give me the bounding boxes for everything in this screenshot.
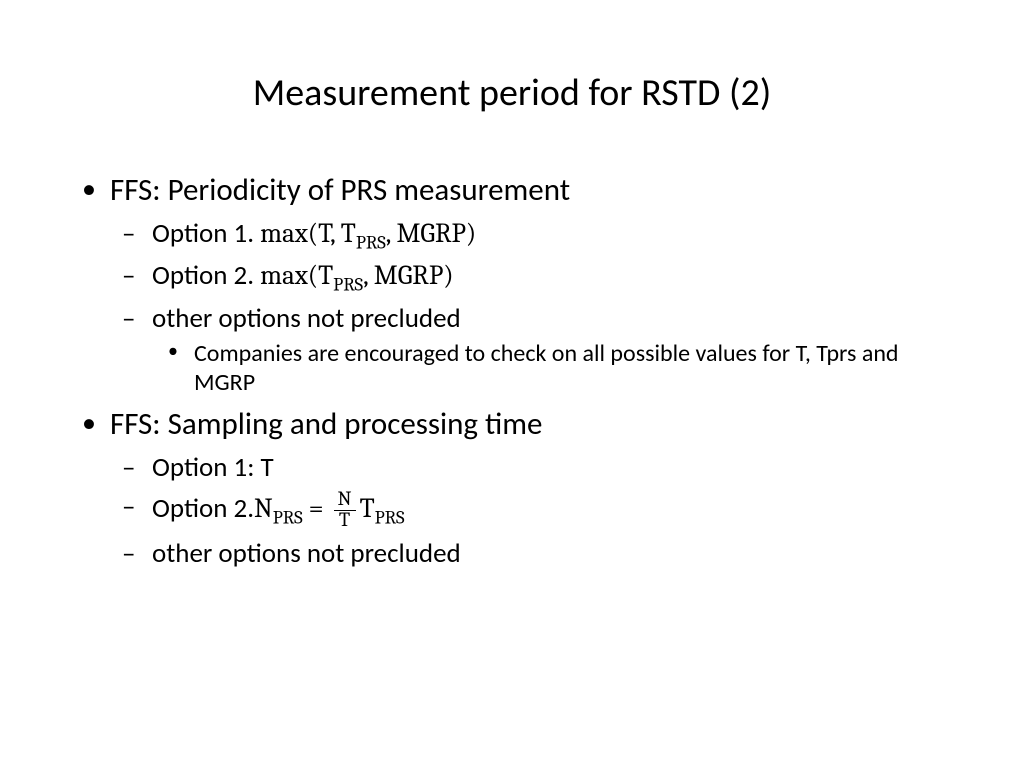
sub-bullet-item: other options not precluded — [152, 537, 944, 570]
bullet-text: FFS: Periodicity of PRS measurement — [110, 171, 570, 209]
sub-bullet-item: Option 1: T — [152, 451, 944, 484]
slide-title: Measurement period for RSTD (2) — [80, 70, 944, 116]
sub-bullet-text: Option 1: T — [152, 451, 274, 484]
sub-bullet-list: Option 1: T Option 2.NPRS = NTTPRS other… — [110, 451, 944, 571]
formula: NPRS = NTTPRS — [254, 493, 405, 524]
sub-bullet-prefix: Option 1. — [152, 217, 260, 250]
sub-bullet-prefix: Option 2. — [152, 259, 260, 292]
bullet-item: FFS: Periodicity of PRS measurement Opti… — [110, 171, 944, 397]
sub-sub-bullet-list: Companies are encouraged to check on all… — [152, 339, 944, 397]
sub-bullet-prefix: Option 2. — [152, 492, 254, 525]
sub-bullet-item: Option 2. max(TPRS, MGRP) — [152, 259, 944, 295]
sub-bullet-text: other options not precluded — [152, 537, 461, 570]
main-bullet-list: FFS: Periodicity of PRS measurement Opti… — [80, 171, 944, 570]
sub-sub-bullet-item: Companies are encouraged to check on all… — [194, 339, 944, 397]
sub-bullet-item: Option 1. max(T, TPRS, MGRP) — [152, 217, 944, 253]
sub-sub-bullet-text: Companies are encouraged to check on all… — [194, 339, 899, 397]
sub-bullet-list: Option 1. max(T, TPRS, MGRP) Option 2. m… — [110, 217, 944, 397]
sub-bullet-item: other options not precluded Companies ar… — [152, 302, 944, 397]
formula: max(T, TPRS, MGRP) — [260, 218, 476, 249]
formula: max(TPRS, MGRP) — [260, 260, 453, 291]
bullet-item: FFS: Sampling and processing time Option… — [110, 405, 944, 571]
sub-bullet-item: Option 2.NPRS = NTTPRS — [152, 490, 944, 532]
bullet-text: FFS: Sampling and processing time — [110, 405, 542, 443]
sub-bullet-text: other options not precluded — [152, 302, 461, 335]
